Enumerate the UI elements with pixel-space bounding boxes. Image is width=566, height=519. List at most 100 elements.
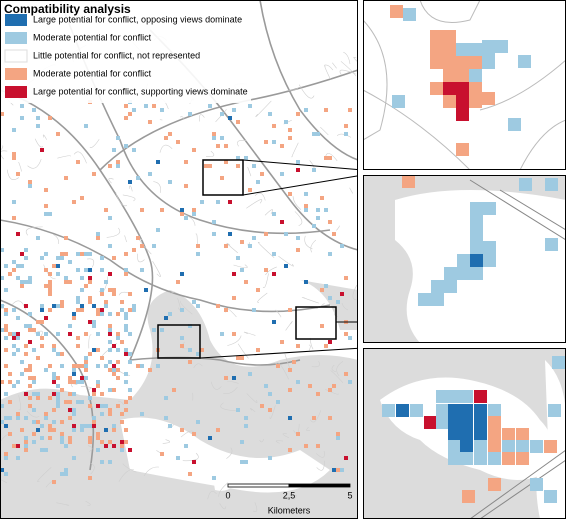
grid-cell xyxy=(470,202,483,215)
legend-title: Compatibility analysis xyxy=(4,2,131,16)
grid-cell xyxy=(16,416,20,420)
street xyxy=(199,114,205,122)
grid-cell xyxy=(0,404,4,408)
grid-cell xyxy=(96,348,100,352)
grid-cell xyxy=(108,388,112,392)
grid-cell xyxy=(470,215,483,228)
street xyxy=(18,161,22,172)
grid-cell xyxy=(116,368,120,372)
street xyxy=(205,150,215,158)
grid-cell xyxy=(457,254,470,267)
grid-cell xyxy=(324,284,328,288)
grid-cell xyxy=(296,236,300,240)
grid-cell xyxy=(176,456,180,460)
inset-2 xyxy=(363,175,566,343)
grid-cell xyxy=(184,160,188,164)
grid-cell xyxy=(140,208,144,212)
grid-cell xyxy=(36,320,40,324)
grid-cell xyxy=(332,384,336,388)
street xyxy=(324,64,334,71)
grid-cell xyxy=(116,312,120,316)
grid-cell xyxy=(457,267,470,280)
grid-cell xyxy=(48,436,52,440)
street xyxy=(311,361,320,368)
grid-cell xyxy=(272,140,276,144)
grid-cell xyxy=(220,176,224,180)
grid-cell xyxy=(112,444,116,448)
grid-cell xyxy=(204,164,208,168)
grid-cell xyxy=(328,252,332,256)
grid-cell xyxy=(284,264,288,268)
grid-cell xyxy=(248,104,252,108)
grid-cell xyxy=(80,400,84,404)
grid-cell xyxy=(40,308,44,312)
grid-cell xyxy=(68,440,72,444)
grid-cell xyxy=(474,428,487,441)
grid-cell xyxy=(418,293,431,306)
grid-cell xyxy=(128,396,132,400)
street xyxy=(316,303,325,310)
grid-cell xyxy=(24,368,28,372)
grid-cell xyxy=(68,324,72,328)
grid-cell xyxy=(4,312,8,316)
grid-cell xyxy=(84,124,88,128)
grid-cell xyxy=(312,416,316,420)
street xyxy=(227,335,242,346)
street xyxy=(0,479,8,484)
grid-cell xyxy=(28,340,32,344)
grid-cell xyxy=(443,69,456,82)
grid-cell xyxy=(460,390,473,403)
street xyxy=(278,255,294,267)
grid-cell xyxy=(24,436,28,440)
grid-cell xyxy=(232,332,236,336)
grid-cell xyxy=(108,216,112,220)
grid-cell xyxy=(188,324,192,328)
grid-cell xyxy=(296,432,300,436)
grid-cell xyxy=(108,312,112,316)
grid-cell xyxy=(545,178,558,191)
grid-cell xyxy=(100,312,104,316)
grid-cell xyxy=(76,336,80,340)
grid-cell xyxy=(100,440,104,444)
grid-cell xyxy=(44,416,48,420)
grid-cell xyxy=(288,192,292,196)
grid-cell xyxy=(84,364,88,368)
grid-cell xyxy=(104,404,108,408)
grid-cell xyxy=(336,436,340,440)
street xyxy=(265,266,277,276)
street xyxy=(343,51,351,65)
grid-cell xyxy=(244,416,248,420)
grid-cell xyxy=(56,376,60,380)
grid-cell xyxy=(4,328,8,332)
grid-cell xyxy=(144,104,148,108)
grid-cell xyxy=(20,252,24,256)
grid-cell xyxy=(324,208,328,212)
grid-cell xyxy=(120,300,124,304)
grid-cell xyxy=(236,408,240,412)
grid-cell xyxy=(240,440,244,444)
grid-cell xyxy=(188,348,192,352)
grid-cell xyxy=(316,208,320,212)
grid-cell xyxy=(180,212,184,216)
grid-cell xyxy=(184,444,188,448)
grid-cell xyxy=(168,180,172,184)
grid-cell xyxy=(48,212,52,216)
street xyxy=(137,253,145,263)
grid-cell xyxy=(12,156,16,160)
street xyxy=(339,69,357,76)
grid-cell xyxy=(460,428,473,441)
grid-cell xyxy=(276,364,280,368)
grid-cell xyxy=(64,400,68,404)
grid-cell xyxy=(304,208,308,212)
grid-cell xyxy=(80,364,84,368)
grid-cell xyxy=(104,208,108,212)
street xyxy=(336,133,352,138)
street xyxy=(6,169,20,180)
grid-cell xyxy=(36,116,40,120)
grid-cell xyxy=(164,136,168,140)
grid-cell xyxy=(212,476,216,480)
grid-cell xyxy=(256,348,260,352)
grid-cell xyxy=(56,332,60,336)
grid-cell xyxy=(96,364,100,368)
grid-cell xyxy=(260,404,264,408)
